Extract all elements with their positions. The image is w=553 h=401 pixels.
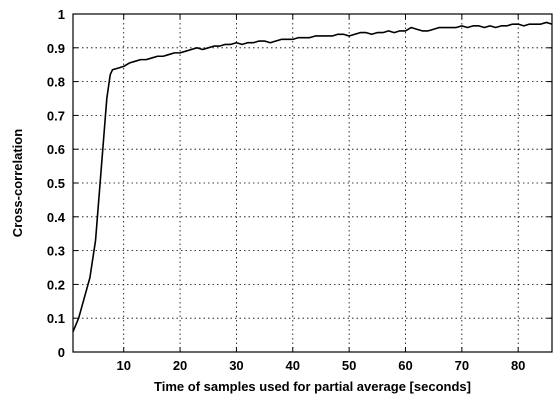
y-tick-labels: 0 0.1 0.2 0.3 0.4 0.5 0.6 0.7 0.8 0.9 1	[47, 7, 66, 360]
y-tick-label: 1	[58, 7, 65, 22]
x-tick-label: 40	[286, 358, 300, 373]
x-axis-label: Time of samples used for partial average…	[154, 379, 471, 394]
x-tick-label: 50	[342, 358, 356, 373]
grid-lines	[73, 14, 552, 352]
y-tick-label: 0.2	[47, 277, 65, 292]
y-tick-label: 0.3	[47, 244, 65, 259]
x-tick-label: 70	[455, 358, 469, 373]
y-tick-label: 0.6	[47, 142, 65, 157]
x-tick-labels: 10 20 30 40 50 60 70 80	[116, 358, 525, 373]
plot-frame	[72, 13, 553, 353]
x-tick-label: 20	[173, 358, 187, 373]
y-tick-label: 0.1	[47, 311, 65, 326]
y-tick-label: 0.5	[47, 176, 65, 191]
axis-ticks	[73, 13, 552, 353]
y-tick-label: 0.7	[47, 108, 65, 123]
y-tick-label: 0	[58, 345, 65, 360]
x-tick-label: 30	[229, 358, 243, 373]
x-tick-label: 10	[116, 358, 130, 373]
y-tick-label: 0.8	[47, 75, 65, 90]
x-tick-label: 80	[511, 358, 525, 373]
y-axis-label: Cross-correlation	[10, 129, 25, 237]
y-tick-label: 0.9	[47, 41, 65, 56]
cross-correlation-line	[72, 21, 553, 333]
y-tick-label: 0.4	[47, 210, 66, 225]
x-tick-label: 60	[398, 358, 412, 373]
